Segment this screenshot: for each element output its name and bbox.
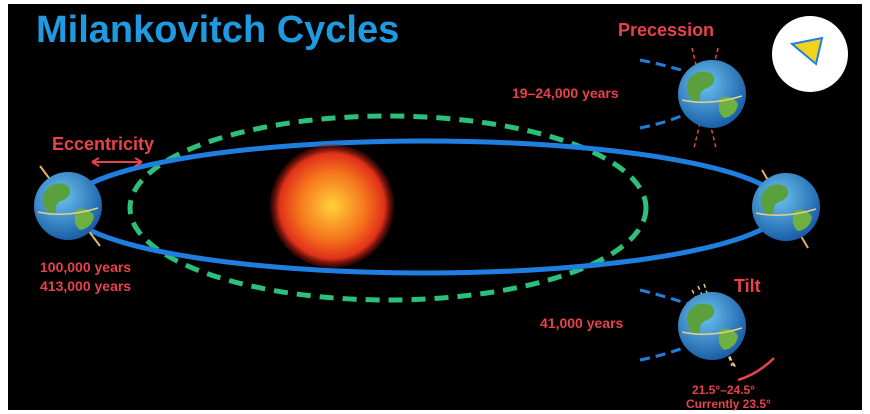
earth bbox=[752, 173, 820, 241]
earth bbox=[678, 60, 746, 128]
cycle-name: Tilt bbox=[734, 276, 761, 296]
diagram: Milankovitch Cycles Eccentricity 100,000… bbox=[0, 0, 870, 414]
sun bbox=[270, 144, 394, 268]
earth bbox=[34, 172, 102, 240]
tilt-range: 21.5°–24.5° bbox=[692, 383, 755, 397]
cycle-name: Eccentricity bbox=[52, 134, 154, 154]
period: 41,000 years bbox=[540, 315, 624, 331]
period: 413,000 years bbox=[40, 278, 131, 294]
cycle-name: Precession bbox=[618, 20, 714, 40]
period: 100,000 years bbox=[40, 259, 131, 275]
title: Milankovitch Cycles bbox=[36, 9, 399, 51]
tilt-current: Currently 23.5° bbox=[686, 397, 771, 411]
earth bbox=[678, 292, 746, 360]
period: 19–24,000 years bbox=[512, 85, 619, 101]
